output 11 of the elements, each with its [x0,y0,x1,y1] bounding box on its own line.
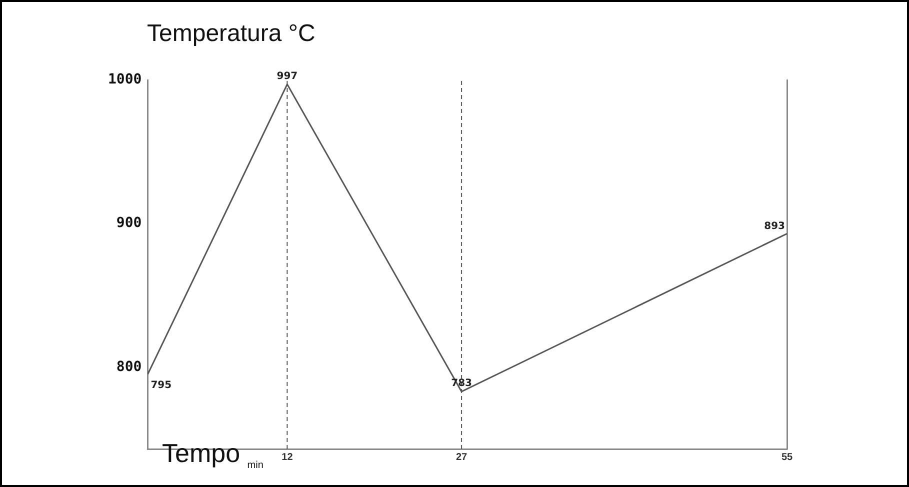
data-label: 795 [150,380,172,391]
y-tick-label: 1000 [108,72,142,88]
x-axis-title: Tempo $_{min}$ [162,438,264,472]
y-tick-label: 900 [116,215,142,232]
x-tick-label: 55 [781,452,793,463]
x-tick-label: 12 [282,452,294,463]
x-tick-label: 27 [456,452,468,463]
y-axis-title: Temperatura °C [147,20,316,48]
data-label: 893 [764,221,786,232]
y-tick-label: 800 [116,358,142,375]
data-label: 997 [276,70,298,82]
